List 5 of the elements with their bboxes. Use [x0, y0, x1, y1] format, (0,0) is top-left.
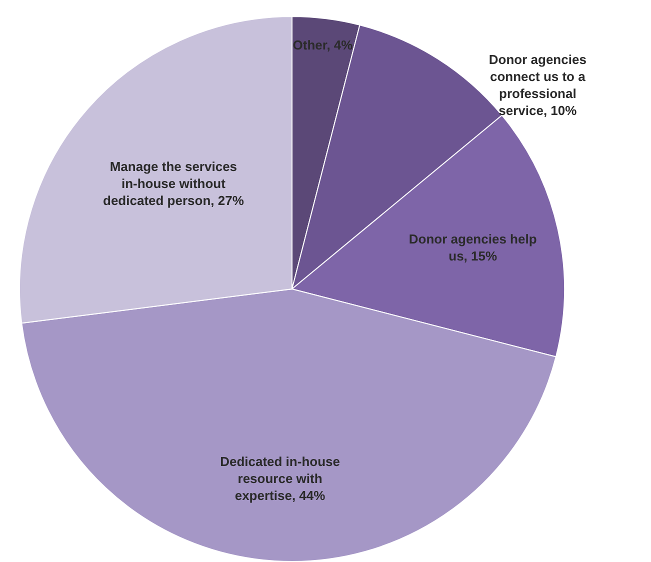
slice-label: Manage the services in-house without dedicated person, 27% [103, 159, 244, 208]
slice-label: Other, 4% [292, 37, 354, 52]
slice-label: Donor agencies connect us to a professional service, 10% [488, 52, 586, 118]
slice-label: Dedicated in-house resource with expertise, 44% [220, 454, 340, 503]
slice-label: Donor agencies help us, 15% [408, 232, 537, 264]
